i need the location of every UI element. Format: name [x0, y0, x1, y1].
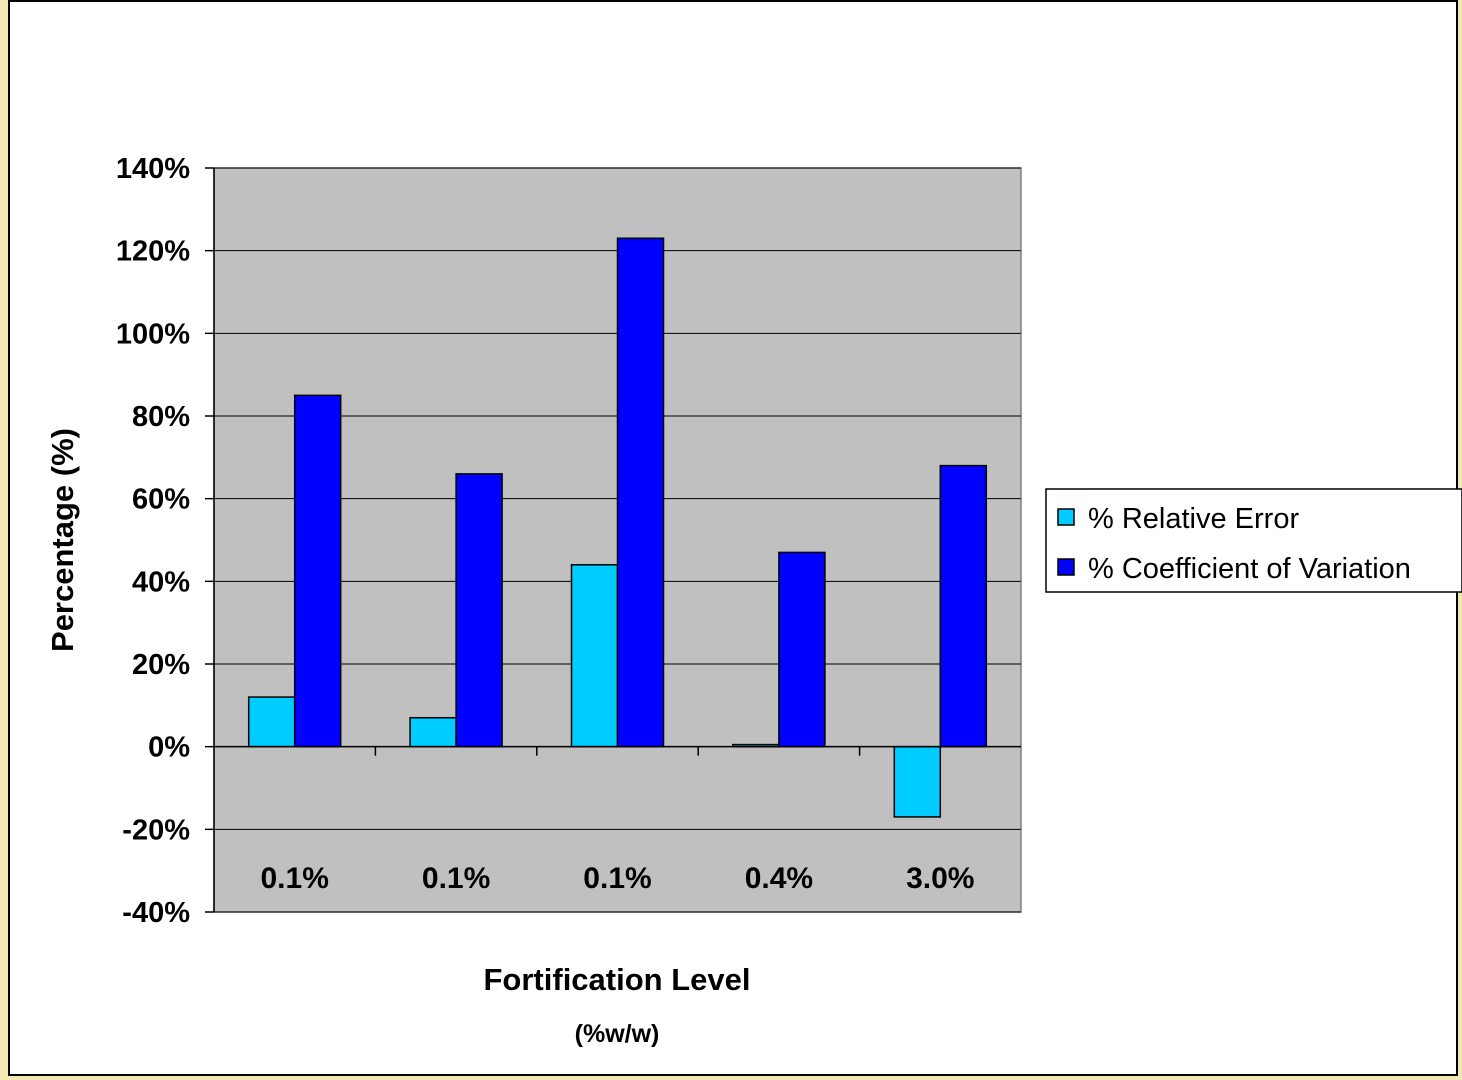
legend-swatch-coefficient-of-variation: [1057, 558, 1075, 576]
category-labels: 0.1% 0.1% 0.1% 0.4% 3.0%: [261, 862, 975, 895]
bar-coefficient-of-variation: [293, 394, 342, 748]
y-tick-label: 80%: [132, 401, 190, 433]
x-category-label: 3.0%: [906, 862, 974, 895]
bar-coefficient-of-variation: [616, 237, 665, 748]
y-tick-label: 140%: [116, 153, 190, 185]
y-tick-label: 100%: [116, 318, 190, 350]
x-axis-subtitle: (%w/w): [575, 1020, 660, 1048]
bar-relative-error: [409, 716, 457, 748]
x-category-label: 0.1%: [261, 862, 329, 895]
bar-coefficient-of-variation: [778, 551, 826, 748]
y-tick-label: 20%: [132, 649, 190, 681]
x-category-label: 0.4%: [745, 862, 813, 895]
y-tick-label: 60%: [132, 484, 190, 516]
bar-relative-error: [570, 564, 619, 748]
x-axis-title: Fortification Level: [484, 962, 751, 997]
legend-box: [1045, 488, 1462, 593]
y-tick-label: 40%: [132, 566, 190, 598]
legend-label-relative-error: % Relative Error: [1088, 503, 1299, 535]
y-axis-title: Percentage (%): [45, 428, 80, 652]
bar-coefficient-of-variation: [939, 464, 988, 748]
bar-relative-error: [893, 745, 942, 818]
y-tick-label: -20%: [122, 814, 190, 846]
legend: % Relative Error % Coefficient of Variat…: [1045, 488, 1462, 593]
bar-relative-error: [247, 696, 296, 748]
legend-swatch-relative-error: [1057, 508, 1075, 526]
y-tick-labels: -40% -20% 0% 20% 40% 60% 80% 100% 120% 140%: [116, 153, 190, 929]
y-tick-label: -40%: [122, 897, 190, 929]
x-category-label: 0.1%: [583, 862, 651, 895]
legend-label-coefficient-of-variation: % Coefficient of Variation: [1088, 553, 1411, 585]
y-tick-label: 120%: [116, 236, 190, 268]
y-tick-label: 0%: [148, 732, 190, 764]
x-category-label: 0.1%: [422, 862, 490, 895]
axes: [205, 167, 1021, 913]
bar-coefficient-of-variation: [455, 473, 503, 748]
